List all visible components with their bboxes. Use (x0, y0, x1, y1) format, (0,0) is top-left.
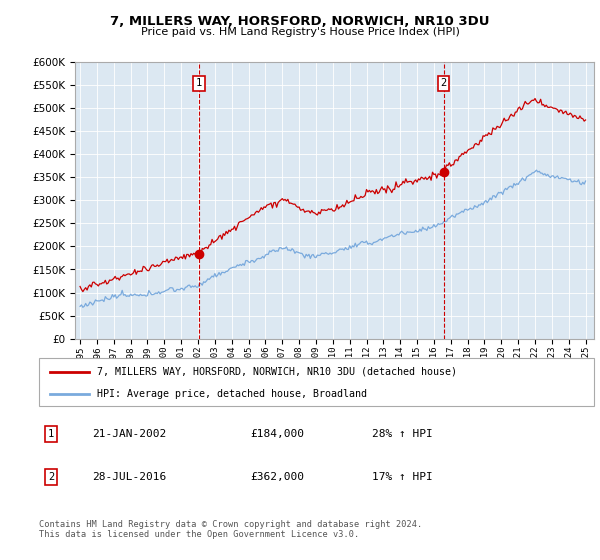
Text: HPI: Average price, detached house, Broadland: HPI: Average price, detached house, Broa… (97, 389, 367, 399)
Text: Price paid vs. HM Land Registry's House Price Index (HPI): Price paid vs. HM Land Registry's House … (140, 27, 460, 37)
Text: 7, MILLERS WAY, HORSFORD, NORWICH, NR10 3DU (detached house): 7, MILLERS WAY, HORSFORD, NORWICH, NR10 … (97, 367, 457, 377)
Text: £362,000: £362,000 (250, 472, 304, 482)
Text: 7, MILLERS WAY, HORSFORD, NORWICH, NR10 3DU: 7, MILLERS WAY, HORSFORD, NORWICH, NR10 … (110, 15, 490, 27)
Text: £184,000: £184,000 (250, 429, 304, 439)
Text: 28-JUL-2016: 28-JUL-2016 (92, 472, 166, 482)
Text: 2: 2 (440, 78, 446, 88)
Text: 1: 1 (48, 429, 55, 439)
Text: 21-JAN-2002: 21-JAN-2002 (92, 429, 166, 439)
Text: 28% ↑ HPI: 28% ↑ HPI (372, 429, 433, 439)
FancyBboxPatch shape (39, 358, 594, 406)
Text: 2: 2 (48, 472, 55, 482)
Text: Contains HM Land Registry data © Crown copyright and database right 2024.
This d: Contains HM Land Registry data © Crown c… (39, 520, 422, 539)
Text: 17% ↑ HPI: 17% ↑ HPI (372, 472, 433, 482)
Text: 1: 1 (196, 78, 202, 88)
